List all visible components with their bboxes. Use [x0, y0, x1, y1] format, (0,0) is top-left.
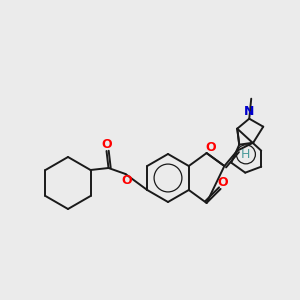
Text: O: O: [217, 176, 228, 189]
Text: O: O: [121, 175, 132, 188]
Text: O: O: [101, 137, 112, 151]
Text: N: N: [244, 105, 254, 118]
Text: H: H: [241, 148, 250, 161]
Text: O: O: [205, 141, 216, 154]
